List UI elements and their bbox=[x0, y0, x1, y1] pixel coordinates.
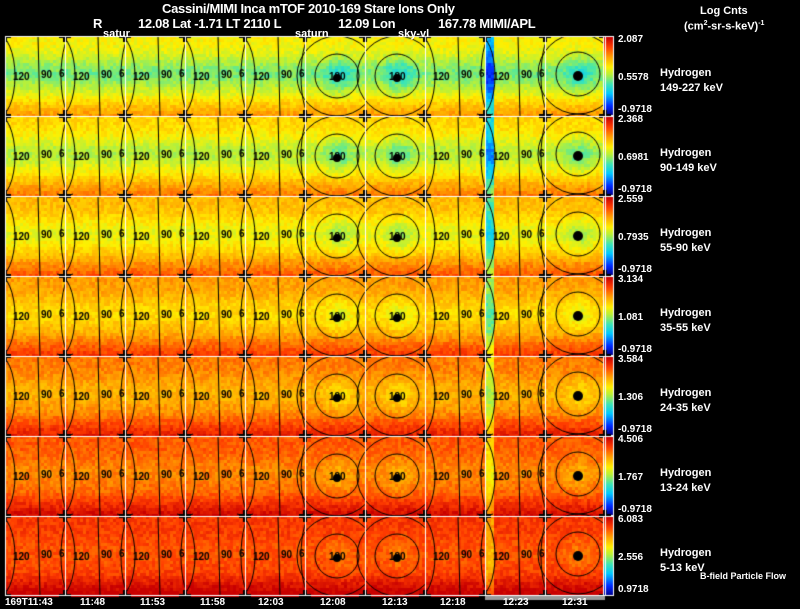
row-species-label: Hydrogen bbox=[660, 307, 712, 319]
colorbar-mid-label: 1.306 bbox=[618, 392, 644, 403]
row-energy-label: 55-90 keV bbox=[660, 242, 711, 254]
row-species-label: Hydrogen bbox=[660, 387, 712, 399]
colorbar-mid-label: 2.556 bbox=[618, 552, 644, 563]
plot-title: Cassini/MIMI Inca mTOF 2010-169 Stare Io… bbox=[162, 1, 455, 16]
colorbar-mid-label: 0.7935 bbox=[618, 232, 649, 243]
x-tick-label: 11:58 bbox=[200, 597, 226, 608]
x-tick-label: 11:53 bbox=[140, 597, 166, 608]
colorbar-max-label: 3.134 bbox=[618, 274, 644, 285]
x-tick-label: 12:18 bbox=[440, 597, 466, 608]
colorbar-max-label: 3.584 bbox=[618, 354, 644, 365]
row-energy-label: 13-24 keV bbox=[660, 482, 711, 494]
overlay-label-satur: satur bbox=[103, 28, 130, 40]
info-lon: 12.09 Lon bbox=[338, 16, 396, 31]
colorbar-max-label: 6.083 bbox=[618, 514, 644, 525]
info-extra: 167.78 MIMI/APL bbox=[438, 16, 536, 31]
colorbar-mid-label: 0.5578 bbox=[618, 72, 649, 83]
x-tick-label: 169T11:43 bbox=[5, 597, 53, 608]
colorbar-max-label: 2.087 bbox=[618, 34, 644, 45]
overlay-label-saturn: saturn bbox=[295, 28, 329, 40]
row-species-label: Hydrogen bbox=[660, 547, 712, 559]
units-line1: Log Cnts bbox=[700, 5, 748, 17]
units-line2: (cm2-sr-s-keV)-1 bbox=[684, 20, 765, 33]
colorbar-min-label: 0.9718 bbox=[618, 584, 649, 595]
x-tick-label: 12:08 bbox=[320, 597, 346, 608]
colorbar-min-label: -0.9718 bbox=[618, 104, 652, 115]
colorbar-max-label: 4.506 bbox=[618, 434, 644, 445]
colorbar-max-label: 2.368 bbox=[618, 114, 644, 125]
colorbar-min-label: -0.9718 bbox=[618, 184, 652, 195]
x-tick-label: 11:48 bbox=[80, 597, 106, 608]
info-lat: 12.08 Lat -1.71 LT 2110 L bbox=[138, 16, 282, 31]
row-energy-label: 149-227 keV bbox=[660, 82, 723, 94]
row-energy-label: 24-35 keV bbox=[660, 402, 711, 414]
colorbar-min-label: -0.9718 bbox=[618, 344, 652, 355]
bfield-legend: B-field Particle Flow bbox=[700, 571, 787, 581]
colorbar-min-label: -0.9718 bbox=[618, 264, 652, 275]
row-species-label: Hydrogen bbox=[660, 67, 712, 79]
overlay-label-sky-vl: sky-vl bbox=[398, 28, 430, 40]
colorbar-max-label: 2.559 bbox=[618, 194, 644, 205]
colorbar-mid-label: 1.767 bbox=[618, 472, 644, 483]
row-energy-label: 35-55 keV bbox=[660, 322, 711, 334]
colorbar-mid-label: 1.081 bbox=[618, 312, 644, 323]
row-species-label: Hydrogen bbox=[660, 227, 712, 239]
x-tick-label: 12:03 bbox=[258, 597, 284, 608]
colorbar-min-label: -0.9718 bbox=[618, 504, 652, 515]
x-tick-label: 12:13 bbox=[382, 597, 408, 608]
row-species-label: Hydrogen bbox=[660, 467, 712, 479]
x-tick-label: 12:31 bbox=[562, 597, 588, 608]
info-r: R bbox=[93, 16, 103, 31]
colorbar-min-label: -0.9718 bbox=[618, 424, 652, 435]
row-energy-label: 5-13 keV bbox=[660, 562, 705, 574]
colorbar-mid-label: 0.6981 bbox=[618, 152, 649, 163]
row-energy-label: 90-149 keV bbox=[660, 162, 717, 174]
x-tick-label: 12:23 bbox=[503, 597, 529, 608]
row-species-label: Hydrogen bbox=[660, 147, 712, 159]
